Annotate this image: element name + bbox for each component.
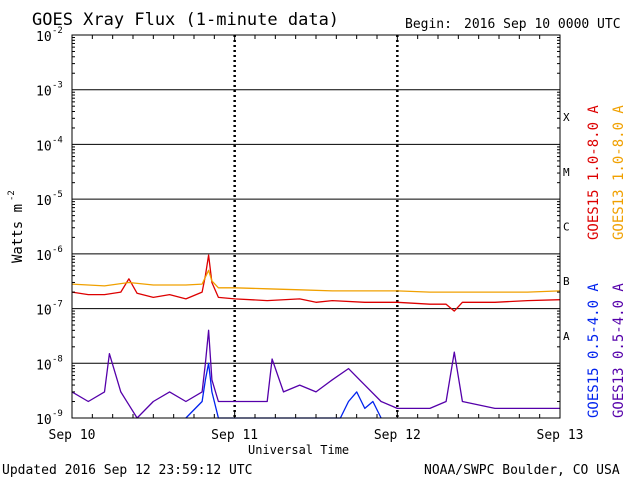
x-tick-label: Sep 10	[49, 428, 96, 443]
flare-class-label: X	[563, 111, 570, 124]
y-tick-label-exponent: -2	[52, 26, 63, 36]
y-tick-label-base: 10	[36, 194, 52, 209]
legend-entry: GOES13 0.5-4.0 A	[611, 283, 627, 418]
y-tick-label-base: 10	[36, 30, 52, 45]
y-tick-label-exponent: -9	[52, 409, 63, 419]
legend-entry: GOES15 1.0-8.0 A	[586, 105, 602, 240]
y-tick-label-exponent: -7	[52, 300, 63, 310]
y-tick-label-base: 10	[36, 249, 52, 264]
y-tick-label-exponent: -4	[52, 135, 63, 145]
y-axis-label: Watts m	[10, 204, 26, 263]
y-tick-label-base: 10	[36, 413, 52, 428]
begin-label: Begin:	[405, 17, 452, 32]
y-tick-label-base: 10	[36, 139, 52, 154]
credit-text: NOAA/SWPC Boulder, CO USA	[424, 463, 620, 478]
x-tick-label: Sep 11	[211, 428, 258, 443]
series-line	[71, 254, 561, 312]
y-tick-label-exponent: -3	[52, 81, 63, 91]
legend-entry: GOES13 1.0-8.0 A	[611, 105, 627, 240]
plot-area	[72, 35, 560, 418]
legend: GOES15 1.0-8.0 A GOES13 1.0-8.0 A GOES15 0…	[586, 105, 627, 418]
y-tick-label-base: 10	[36, 358, 52, 373]
y-tick-label-exponent: -6	[52, 245, 63, 255]
legend-entry: GOES15 0.5-4.0 A	[586, 283, 602, 418]
y-axis-label-group: Watts m -2	[7, 190, 26, 263]
y-axis-label-superscript: -2	[7, 190, 17, 201]
updated-timestamp: Updated 2016 Sep 12 23:59:12 UTC	[2, 463, 252, 478]
flare-class-label: A	[563, 330, 570, 343]
y-tick-label-base: 10	[36, 304, 52, 319]
y-tick-label-exponent: -8	[52, 354, 63, 364]
series-line	[71, 269, 561, 293]
y-tick-label-exponent: -5	[52, 190, 63, 200]
x-axis-label: Universal Time	[248, 443, 349, 457]
series-line	[71, 329, 560, 419]
flare-class-label: C	[563, 221, 570, 234]
x-tick-label: Sep 12	[374, 428, 421, 443]
y-tick-label-base: 10	[36, 85, 52, 100]
begin-value: 2016 Sep 10 0000 UTC	[464, 17, 621, 32]
x-tick-label: Sep 13	[537, 428, 584, 443]
flare-class-label: M	[563, 166, 570, 179]
flare-class-label: B	[563, 275, 570, 288]
plot-background	[72, 35, 560, 418]
chart-title: GOES Xray Flux (1-minute data)	[32, 10, 339, 30]
